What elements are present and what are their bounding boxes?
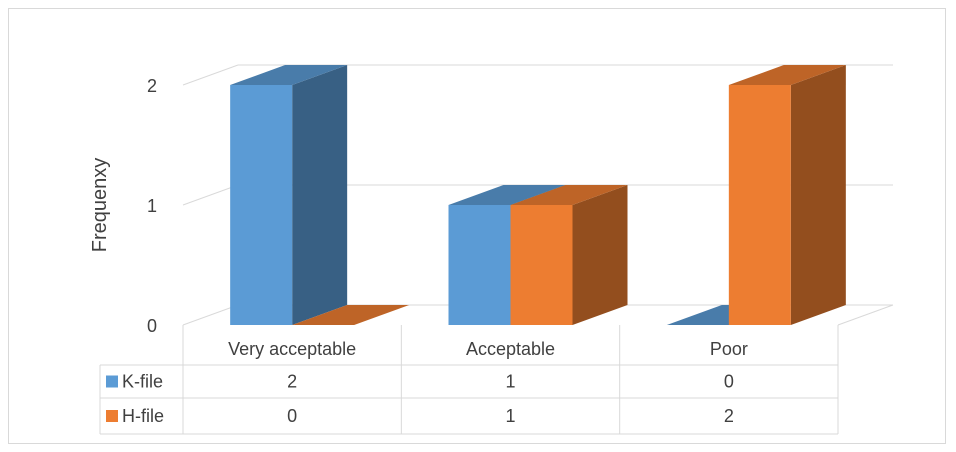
bar-side [572, 185, 628, 325]
legend-swatch-k-file [106, 375, 118, 388]
bar-front [230, 85, 293, 325]
bar-h-file-poor [728, 65, 846, 325]
category-label: Very acceptable [228, 339, 356, 359]
bar-top [728, 65, 846, 85]
table-value: 1 [505, 372, 515, 392]
y-tick-label: 2 [147, 76, 157, 96]
y-tick-label: 0 [147, 316, 157, 336]
bar-top [292, 305, 410, 325]
bar-k-file-very-acceptable [230, 65, 348, 325]
bar-h-file-very-acceptable [292, 305, 410, 325]
gridline-side [182, 184, 239, 206]
gridline-side [182, 304, 239, 326]
bar-side [292, 65, 348, 325]
legend-label: K-file [122, 372, 163, 392]
table-value: 1 [505, 406, 515, 426]
legend-label: H-file [122, 406, 164, 426]
bar-front [510, 205, 573, 325]
legend-swatch-h-file [106, 410, 118, 422]
table-value: 0 [724, 372, 734, 392]
table-value: 2 [724, 406, 734, 426]
table-value: 0 [287, 406, 297, 426]
floor-edge [837, 304, 894, 326]
bar-front [448, 205, 511, 325]
category-label: Acceptable [466, 339, 555, 359]
bar-h-file-acceptable [510, 185, 628, 325]
bar-top [230, 65, 348, 85]
bar-top [510, 185, 628, 205]
bar-front [728, 85, 791, 325]
bar-side [790, 65, 846, 325]
y-tick-label: 1 [147, 196, 157, 216]
bar-top [448, 185, 566, 205]
y-axis-label: Frequenxy [89, 158, 111, 253]
gridline-side [182, 64, 239, 86]
category-label: Poor [710, 339, 748, 359]
table-value: 2 [287, 372, 297, 392]
